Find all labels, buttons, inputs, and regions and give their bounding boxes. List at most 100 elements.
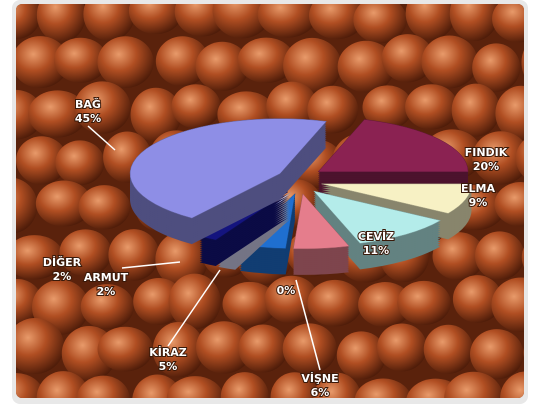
hazelnut [492,4,524,43]
hazelnut [80,284,135,330]
hazelnut [220,372,269,398]
value-label: 9% [469,196,488,209]
hazelnut [283,37,342,94]
hazelnut [423,324,473,374]
hazelnut [212,4,272,39]
hazelnut [128,4,183,35]
hazelnut [282,323,337,374]
hazelnut [313,372,362,398]
hazelnut [472,131,524,185]
hazelnut [76,375,130,398]
hazelnut [130,87,182,142]
value-label: 5% [159,360,178,373]
hazelnut [195,41,249,92]
value-label: 20% [473,160,499,173]
hazelnut [362,85,413,130]
leader-line [87,125,116,151]
hazelnut [16,177,38,234]
hazelnut [155,231,208,288]
value-label: 2% [97,285,116,298]
hazelnut [472,43,521,92]
hazelnut [397,280,451,325]
category-label: CEVİZ [358,229,394,243]
leader-line [295,279,321,371]
pie [129,118,472,275]
slice [313,190,442,244]
hazelnut [16,278,42,325]
hazelnut [36,371,91,398]
hazelnut [307,279,363,327]
hazelnut [354,378,412,398]
hazelnut [336,331,386,380]
hazelnut [500,371,524,398]
value-label: 11% [363,244,389,257]
value-label: 2% [53,270,72,283]
hazelnut [28,90,87,138]
hazelnut [74,81,131,134]
value-label: 45% [75,112,101,125]
hazelnut [152,322,205,378]
hazelnut [166,376,224,398]
hazelnut [308,4,366,40]
hazelnut [449,4,499,42]
category-label: FINDIK [465,146,508,159]
category-label: ARMUT [84,271,129,284]
value-label: 6% [311,386,330,399]
hazelnut [495,85,524,141]
hazelnut [270,372,319,398]
hazelnut [108,229,160,281]
hazelnut [444,371,504,398]
leader-line [121,261,181,269]
hazelnut [55,140,105,186]
hazelnut [494,182,524,227]
category-label: KİRAZ [149,345,187,359]
hazelnut [238,324,288,373]
hazelnut [16,318,65,374]
hazelnut [36,4,86,43]
hazelnut [16,235,64,280]
slice [293,193,350,250]
hazelnut [53,37,108,83]
hazelnut [381,34,434,83]
hazelnut [155,36,210,87]
hazelnut [171,84,221,129]
hazelnut [97,326,153,372]
hazelnut [16,372,45,398]
hazelnut [405,84,458,130]
hazelnut [377,323,427,372]
hazelnut [78,185,131,230]
hazelnut [474,231,524,281]
leader-line [167,269,221,347]
hazelnut [222,281,278,327]
category-label: BAĞ [75,98,101,111]
category-label: DİĞER [43,255,82,269]
hazelnut [353,4,407,44]
hazelnut [83,4,135,41]
hazelnut [451,83,500,137]
hazelnut [452,275,502,323]
slice [321,183,472,214]
hazelnut [16,4,41,40]
annotation: 0% [277,284,296,297]
hazelnut [196,321,253,374]
hazelnut [237,37,295,84]
hazelnut [405,4,456,40]
category-label: VİŞNE [301,371,338,385]
hazelnut [35,180,92,227]
hazelnut [132,374,183,398]
hazelnut [16,89,44,140]
hazelnut [337,40,395,93]
hazelnut [491,277,524,332]
hazelnut [59,229,112,277]
category-label: ELMA [461,182,495,195]
hazelnut [174,4,230,37]
hazelnut [168,273,221,330]
hazelnut [257,4,318,38]
hazelnut [432,232,485,281]
hazelnut [16,136,68,185]
hazelnut [421,35,478,89]
slice [317,119,469,173]
